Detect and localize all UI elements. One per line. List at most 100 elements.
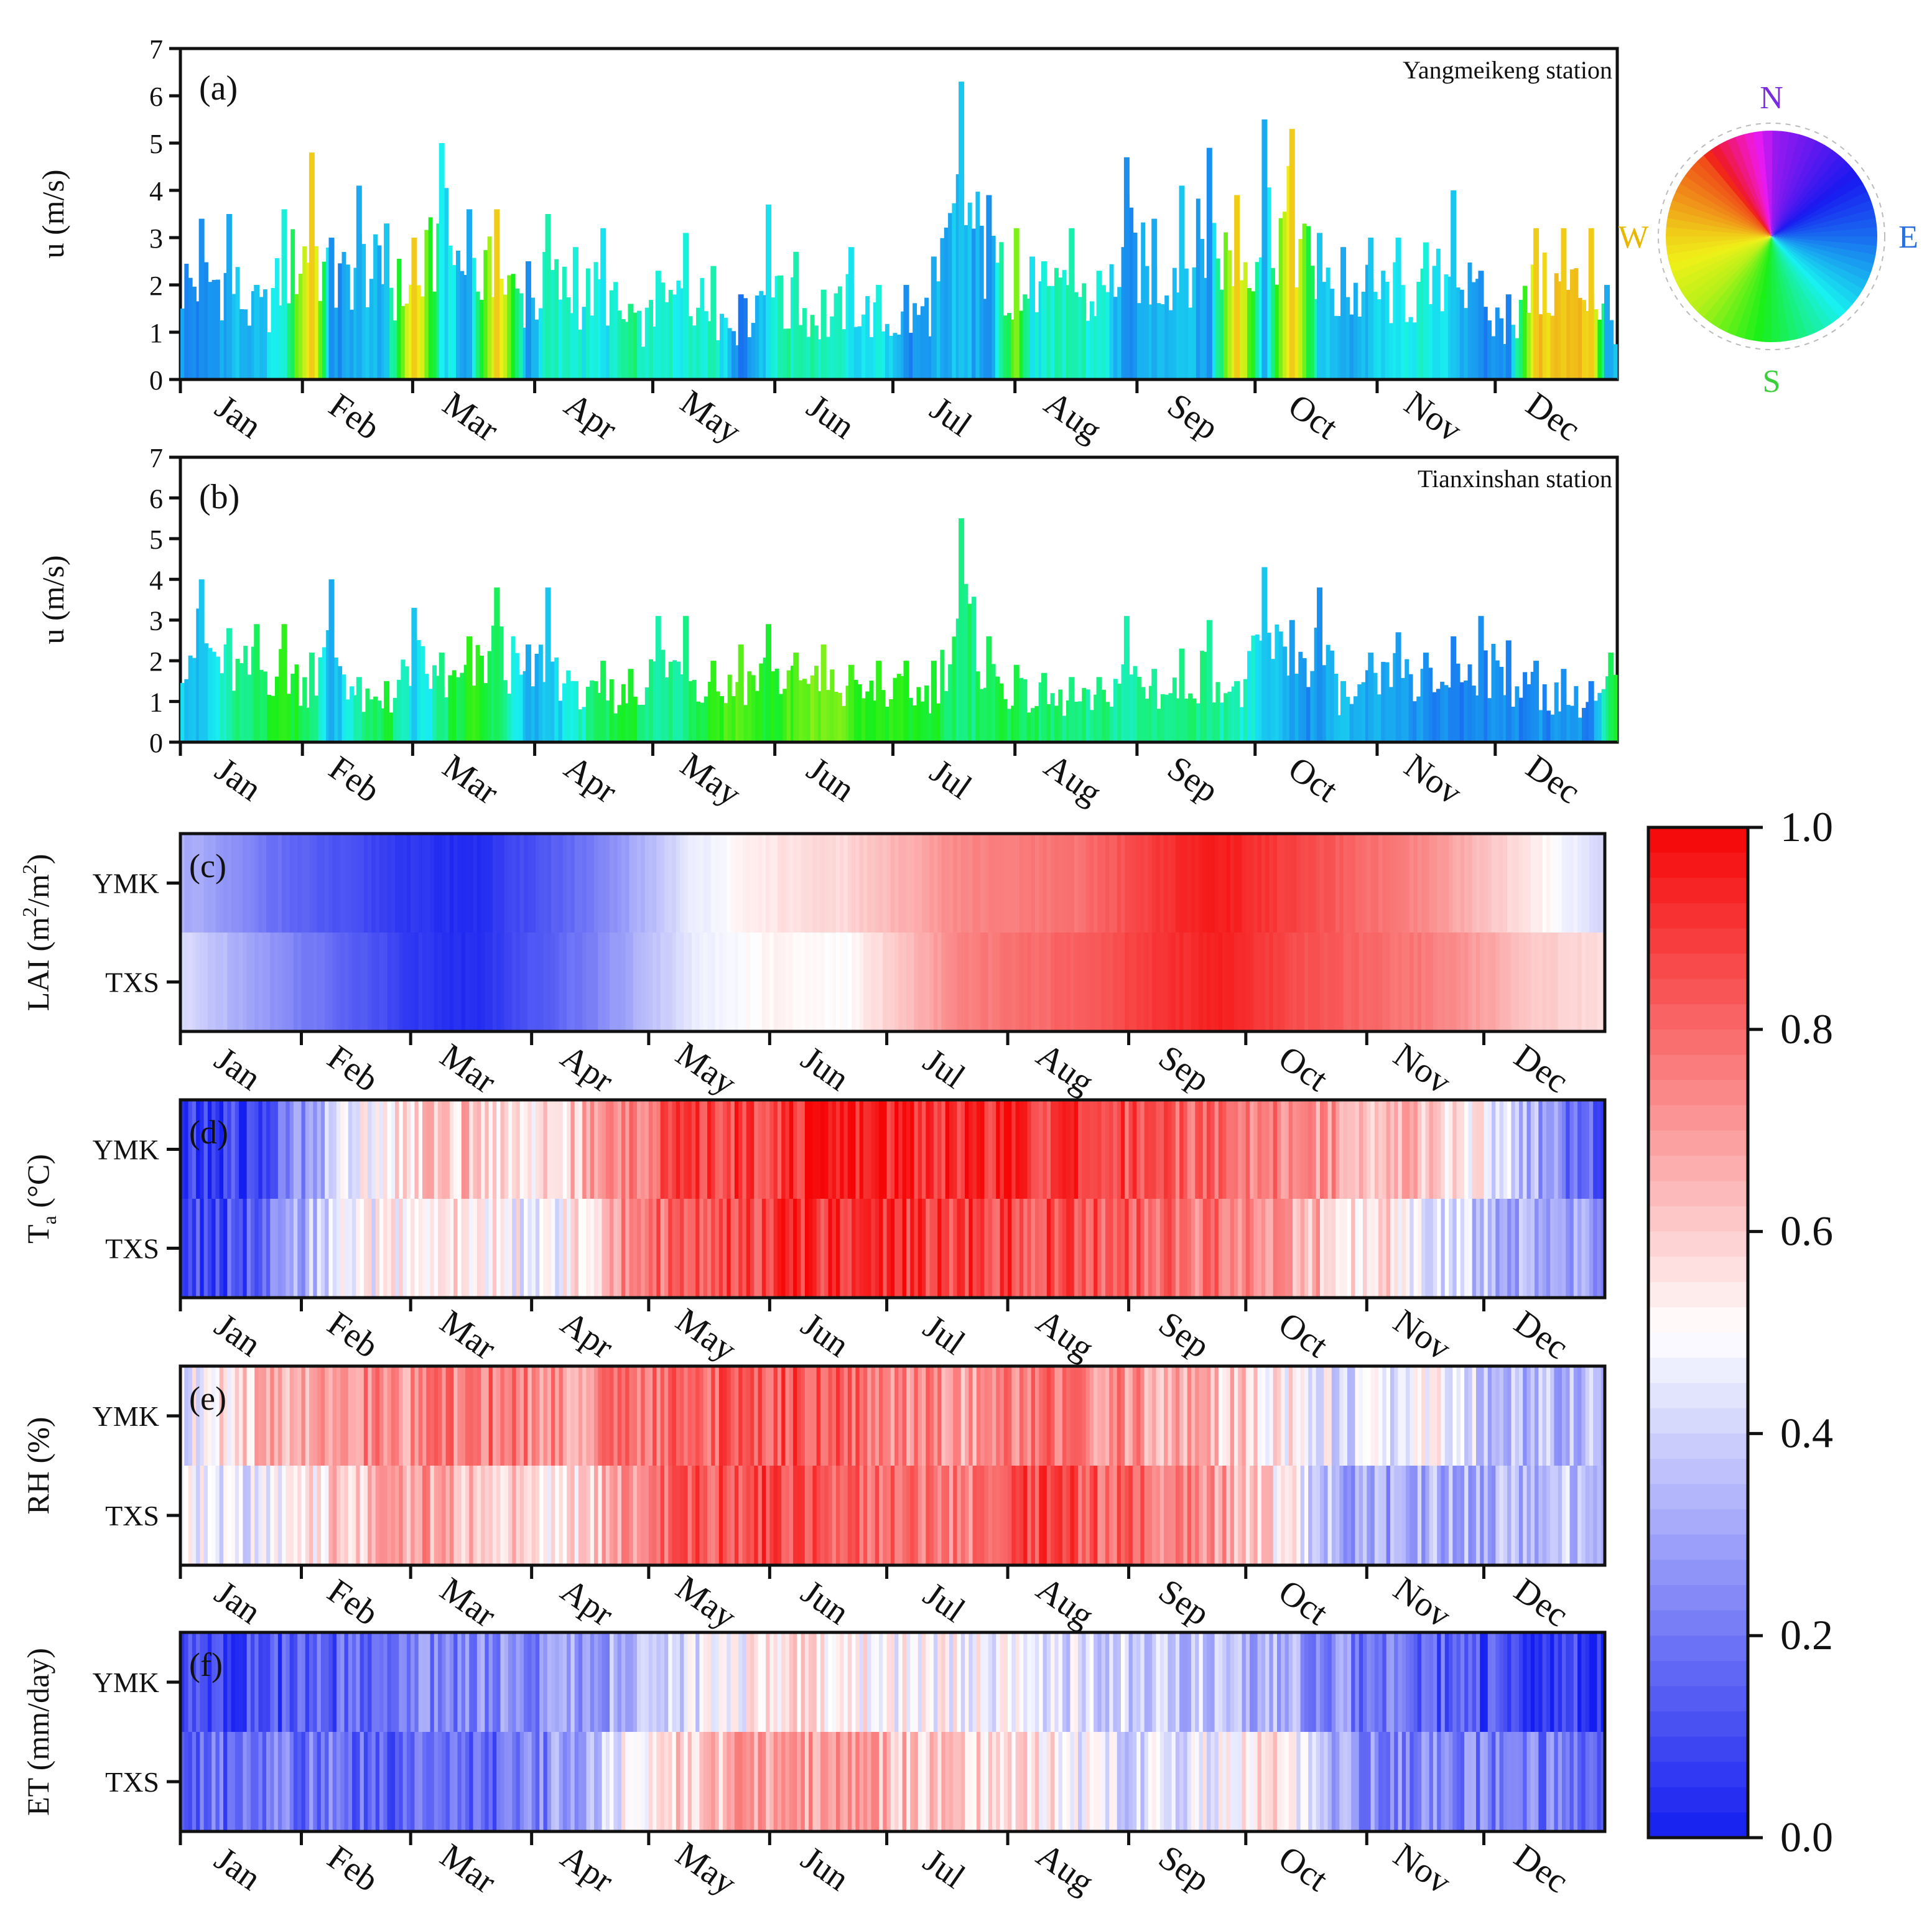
a-peak-bar <box>655 271 661 379</box>
d-heat-cell <box>746 1100 751 1199</box>
a-peak-bar <box>1206 147 1212 379</box>
f-heat-cell <box>711 1732 716 1831</box>
e-heat-cell <box>789 1366 794 1466</box>
c-heat-cell <box>684 933 689 1031</box>
f-heat-cell <box>492 1632 497 1732</box>
e-heat-cell <box>1288 1466 1293 1565</box>
d-heat-cell <box>418 1100 423 1199</box>
b-daily-bar <box>735 682 740 742</box>
b-peak-bar <box>1561 669 1567 742</box>
a-daily-bar <box>401 305 406 379</box>
e-heat-cell <box>293 1366 299 1466</box>
c-heat-cell <box>890 834 895 933</box>
d-heat-cell <box>352 1199 357 1298</box>
c-heat-cell <box>391 933 396 1031</box>
e-heat-cell <box>1452 1366 1457 1466</box>
d-heat-cell <box>1495 1199 1500 1298</box>
b-daily-bar <box>369 699 374 742</box>
c-heat-cell <box>926 933 931 1031</box>
e-heat-cell <box>1518 1466 1524 1565</box>
f-heat-cell <box>1261 1732 1266 1831</box>
c-heat-cell <box>496 834 501 933</box>
colorbar-segment <box>1648 1054 1748 1081</box>
e-heat-cell <box>863 1366 868 1466</box>
f-heat-cell <box>188 1732 193 1831</box>
a-daily-bar <box>857 326 862 379</box>
c-heat-cell <box>695 834 700 933</box>
f-heat-cell <box>293 1732 299 1831</box>
f-heat-cell <box>601 1632 606 1732</box>
f-heat-cell <box>1051 1732 1056 1831</box>
d-heat-cell <box>1261 1199 1266 1298</box>
a-daily-bar <box>377 245 382 379</box>
a-daily-bar <box>720 314 724 379</box>
c-heat-cell <box>777 834 782 933</box>
b-daily-bar <box>896 674 901 742</box>
a-daily-bar <box>771 297 776 379</box>
d-heat-cell <box>360 1100 365 1199</box>
e-heat-cell <box>1156 1366 1161 1466</box>
c-heat-cell <box>453 834 458 933</box>
e-heat-cell <box>1503 1366 1508 1466</box>
colorbar-segment <box>1648 1231 1748 1258</box>
e-heat-cell <box>406 1366 411 1466</box>
f-heat-cell <box>738 1732 743 1831</box>
c-heat-cell <box>1363 834 1368 933</box>
f-heat-cell <box>820 1732 825 1831</box>
c-heat-cell <box>524 933 529 1031</box>
e-heat-cell <box>1421 1366 1426 1466</box>
d-heat-cell <box>1367 1100 1372 1199</box>
c-heat-cell <box>1070 834 1075 933</box>
f-heat-cell <box>789 1632 794 1732</box>
b-daily-bar <box>491 625 496 742</box>
f-heat-cell <box>200 1732 205 1831</box>
e-heat-cell <box>387 1466 392 1565</box>
compass-wedge <box>1772 236 1853 312</box>
d-heat-cell <box>898 1199 903 1298</box>
c-heat-cell <box>1382 834 1387 933</box>
d-heat-cell <box>1363 1100 1368 1199</box>
e-heat-cell <box>867 1466 872 1565</box>
e-heat-cell <box>1250 1466 1255 1565</box>
c-heat-cell <box>941 933 946 1031</box>
b-daily-bar <box>279 649 284 742</box>
e-heat-cell <box>411 1366 416 1466</box>
f-heat-cell <box>1347 1632 1352 1732</box>
e-heat-cell <box>676 1366 680 1466</box>
f-heat-cell <box>1425 1732 1430 1831</box>
b-daily-bar <box>463 664 468 742</box>
d-heat-cell <box>984 1199 989 1298</box>
c-heat-cell <box>414 834 419 933</box>
d-heat-cell <box>863 1100 868 1199</box>
f-heat-cell <box>1078 1732 1083 1831</box>
b-daily-bar <box>708 681 712 742</box>
e-heat-cell <box>516 1466 521 1565</box>
d-heat-cell <box>1109 1100 1114 1199</box>
c-heat-cell <box>1367 834 1372 933</box>
d-heat-cell <box>1250 1100 1255 1199</box>
b-daily-bar <box>1420 669 1425 742</box>
c-heat-cell <box>590 834 595 933</box>
e-heat-cell <box>239 1366 244 1466</box>
b-daily-bar <box>211 651 216 742</box>
e-heat-cell <box>610 1466 615 1565</box>
f-heat-cell <box>1085 1632 1090 1732</box>
e-heat-cell <box>1070 1466 1075 1565</box>
e-heat-cell <box>430 1466 435 1565</box>
e-heat-cell <box>1089 1466 1094 1565</box>
c-heat-cell <box>718 933 723 1031</box>
e-heat-cell <box>1074 1366 1079 1466</box>
f-heat-cell <box>1456 1732 1461 1831</box>
c-heat-cell <box>461 933 466 1031</box>
c-heat-cell <box>629 834 634 933</box>
f-heat-cell <box>360 1632 365 1732</box>
f-heat-cell <box>750 1732 755 1831</box>
b-peak-bar <box>254 624 260 742</box>
b-peak-bar <box>1096 677 1102 742</box>
d-heat-cell <box>578 1199 583 1298</box>
f-heat-cell <box>371 1732 376 1831</box>
f-heat-cell <box>476 1732 481 1831</box>
a-daily-bar <box>842 329 847 379</box>
e-month-label: Apr <box>554 1571 620 1634</box>
b-daily-bar <box>1109 706 1114 742</box>
